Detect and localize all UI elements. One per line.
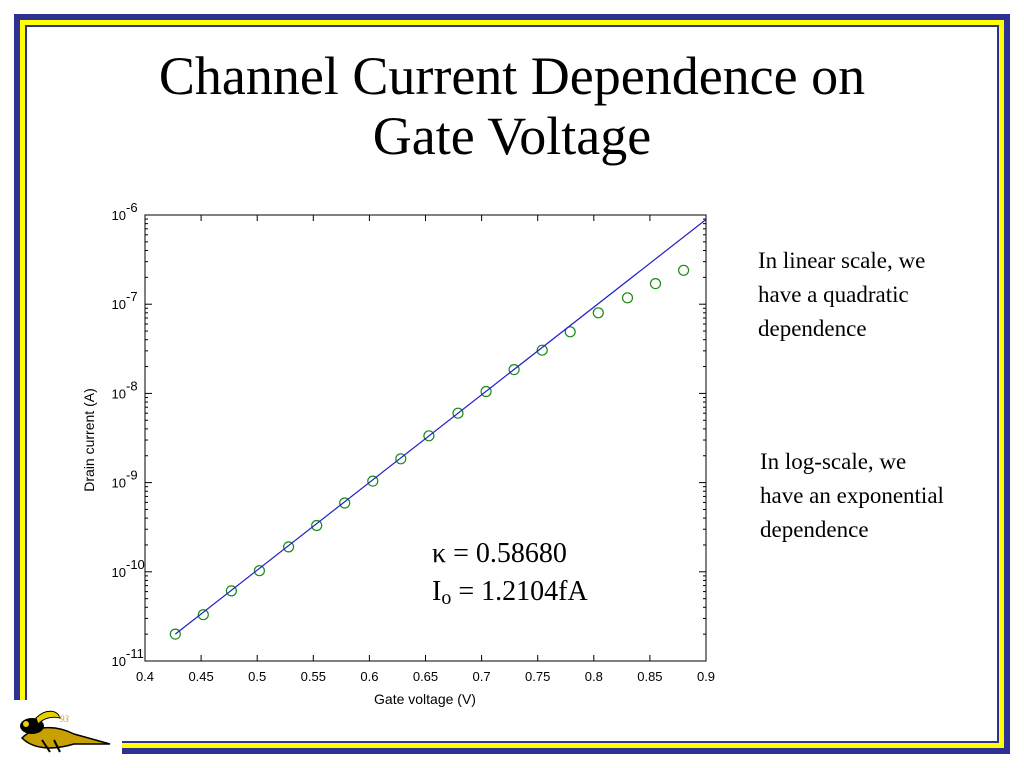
hornet-logo: '93 bbox=[20, 710, 111, 753]
x-tick-label: 0.7 bbox=[473, 669, 491, 684]
note-linear-line-3: dependence bbox=[758, 316, 867, 341]
x-tick-label: 0.75 bbox=[525, 669, 550, 684]
y-tick-exponent: -10 bbox=[126, 557, 145, 572]
note-log-scale: In log-scale, we have an exponential dep… bbox=[760, 445, 944, 547]
x-tick-label: 0.65 bbox=[413, 669, 438, 684]
data-point bbox=[283, 541, 295, 553]
slide-border-yellow bbox=[20, 20, 1004, 748]
y-tick-label: 10 bbox=[112, 297, 126, 312]
note-log-line-1: In log-scale, we bbox=[760, 449, 907, 474]
kappa-symbol: κ bbox=[432, 538, 447, 569]
data-point bbox=[564, 326, 576, 338]
y-tick-exponent: -8 bbox=[126, 378, 138, 393]
x-axis: 0.4 0.45 0.5 0.55 0.6 0.65 0.7 0.75 0.8 0.85 0.9 bbox=[136, 215, 715, 684]
data-point bbox=[253, 565, 265, 577]
slide-title-line-1: Channel Current Dependence on bbox=[158, 46, 866, 106]
slide-title: Channel Current Dependence on Gate Volta… bbox=[60, 46, 964, 166]
y-tick-exponent: -11 bbox=[126, 646, 144, 661]
x-tick-label: 0.9 bbox=[697, 669, 715, 684]
slide-border-inner bbox=[25, 25, 999, 743]
data-point bbox=[197, 609, 209, 621]
x-tick-label: 0.8 bbox=[585, 669, 603, 684]
fit-parameters: κ = 0.58680 Io = 1.2104fA bbox=[432, 535, 588, 611]
io-text: = 1.2104fA bbox=[451, 576, 588, 607]
data-point bbox=[225, 585, 237, 597]
data-point bbox=[169, 628, 181, 640]
y-tick-label: 10 bbox=[112, 476, 126, 491]
fit-line bbox=[174, 219, 707, 635]
data-point bbox=[395, 453, 407, 465]
data-point bbox=[367, 475, 379, 487]
note-linear-scale: In linear scale, we have a quadratic dep… bbox=[758, 244, 925, 346]
y-axis-label: Drain current (A) bbox=[81, 388, 97, 491]
x-tick-label: 0.85 bbox=[637, 669, 662, 684]
data-point bbox=[592, 307, 604, 319]
data-point bbox=[621, 292, 634, 304]
svg-text:'93: '93 bbox=[58, 714, 69, 724]
y-tick-exponent: -6 bbox=[126, 200, 138, 215]
y-tick-exponent: -7 bbox=[126, 289, 138, 304]
kappa-value: κ = 0.58680 bbox=[432, 535, 588, 573]
slide-border-outer bbox=[14, 14, 1010, 754]
x-tick-label: 0.4 bbox=[136, 669, 154, 684]
y-tick-label: 10 bbox=[112, 386, 126, 401]
data-point bbox=[452, 407, 464, 419]
note-log-line-3: dependence bbox=[760, 517, 869, 542]
io-symbol: I bbox=[432, 576, 442, 607]
x-tick-label: 0.55 bbox=[301, 669, 326, 684]
y-tick-label: 10 bbox=[112, 208, 126, 223]
x-tick-label: 0.6 bbox=[360, 669, 378, 684]
x-tick-label: 0.45 bbox=[188, 669, 213, 684]
data-point bbox=[311, 519, 323, 532]
io-value: Io = 1.2104fA bbox=[432, 573, 588, 611]
data-point bbox=[677, 264, 690, 276]
data-point bbox=[480, 385, 492, 398]
data-point bbox=[508, 364, 520, 376]
data-point bbox=[649, 278, 662, 290]
y-tick-label: 10 bbox=[112, 654, 126, 669]
y-tick-exponent: -9 bbox=[126, 468, 138, 483]
note-linear-line-1: In linear scale, we bbox=[758, 248, 926, 273]
data-point bbox=[536, 344, 548, 356]
kappa-text: = 0.58680 bbox=[446, 538, 567, 569]
y-tick-label: 10 bbox=[112, 565, 126, 580]
data-point bbox=[423, 430, 435, 442]
x-tick-label: 0.5 bbox=[248, 669, 266, 684]
series-layer bbox=[169, 219, 707, 640]
io-subscript: o bbox=[441, 587, 452, 609]
data-point bbox=[339, 497, 351, 509]
note-log-line-2: have an exponential bbox=[760, 483, 944, 508]
slide-title-line-2: Gate Voltage bbox=[372, 106, 652, 166]
note-linear-line-2: have a quadratic bbox=[758, 282, 909, 307]
x-axis-label: Gate voltage (V) bbox=[374, 691, 476, 707]
